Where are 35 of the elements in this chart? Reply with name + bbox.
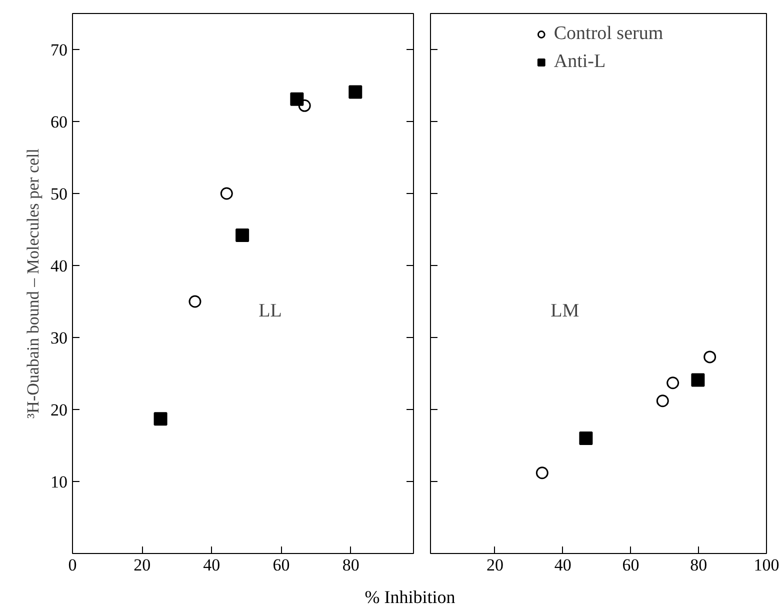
point	[704, 350, 716, 364]
y-axis-title: ³H-Ouabain bound – Molecules per cell	[24, 148, 42, 418]
x-tick-label: 20	[486, 556, 504, 574]
point	[236, 228, 250, 242]
annotation: LL	[258, 300, 282, 322]
legend-label: Control serum	[554, 23, 664, 45]
x-axis-title: % Inhibition	[364, 586, 456, 609]
x-tick-label: 80	[690, 556, 708, 574]
y-tick-label: 20	[50, 400, 68, 420]
point	[220, 187, 233, 200]
point	[536, 466, 548, 480]
x-tick-label: 60	[272, 556, 290, 574]
x-tick-label: 40	[203, 556, 220, 574]
x-tick-label: 40	[554, 556, 572, 574]
y-tick-label: 30	[50, 328, 68, 348]
point	[290, 92, 304, 106]
x-tick-label: 20	[134, 556, 151, 574]
y-tick-label: 70	[50, 40, 68, 60]
x-tick-label: 80	[342, 556, 360, 574]
y-tick-label: 50	[50, 184, 68, 204]
point	[348, 85, 362, 99]
point	[691, 373, 705, 387]
x-tick-label: 60	[622, 556, 640, 574]
annotation: LM	[550, 300, 580, 322]
legend-label: Anti-L	[554, 51, 606, 73]
point	[656, 394, 669, 408]
point	[154, 412, 168, 426]
x-tick-label: 0	[68, 556, 77, 574]
y-tick-label: 40	[50, 256, 68, 276]
point	[579, 432, 593, 446]
point	[666, 376, 680, 390]
y-tick-label: 60	[50, 112, 68, 132]
point	[188, 295, 202, 308]
x-tick-label: 100	[754, 556, 780, 574]
y-tick-label: 10	[50, 472, 68, 492]
